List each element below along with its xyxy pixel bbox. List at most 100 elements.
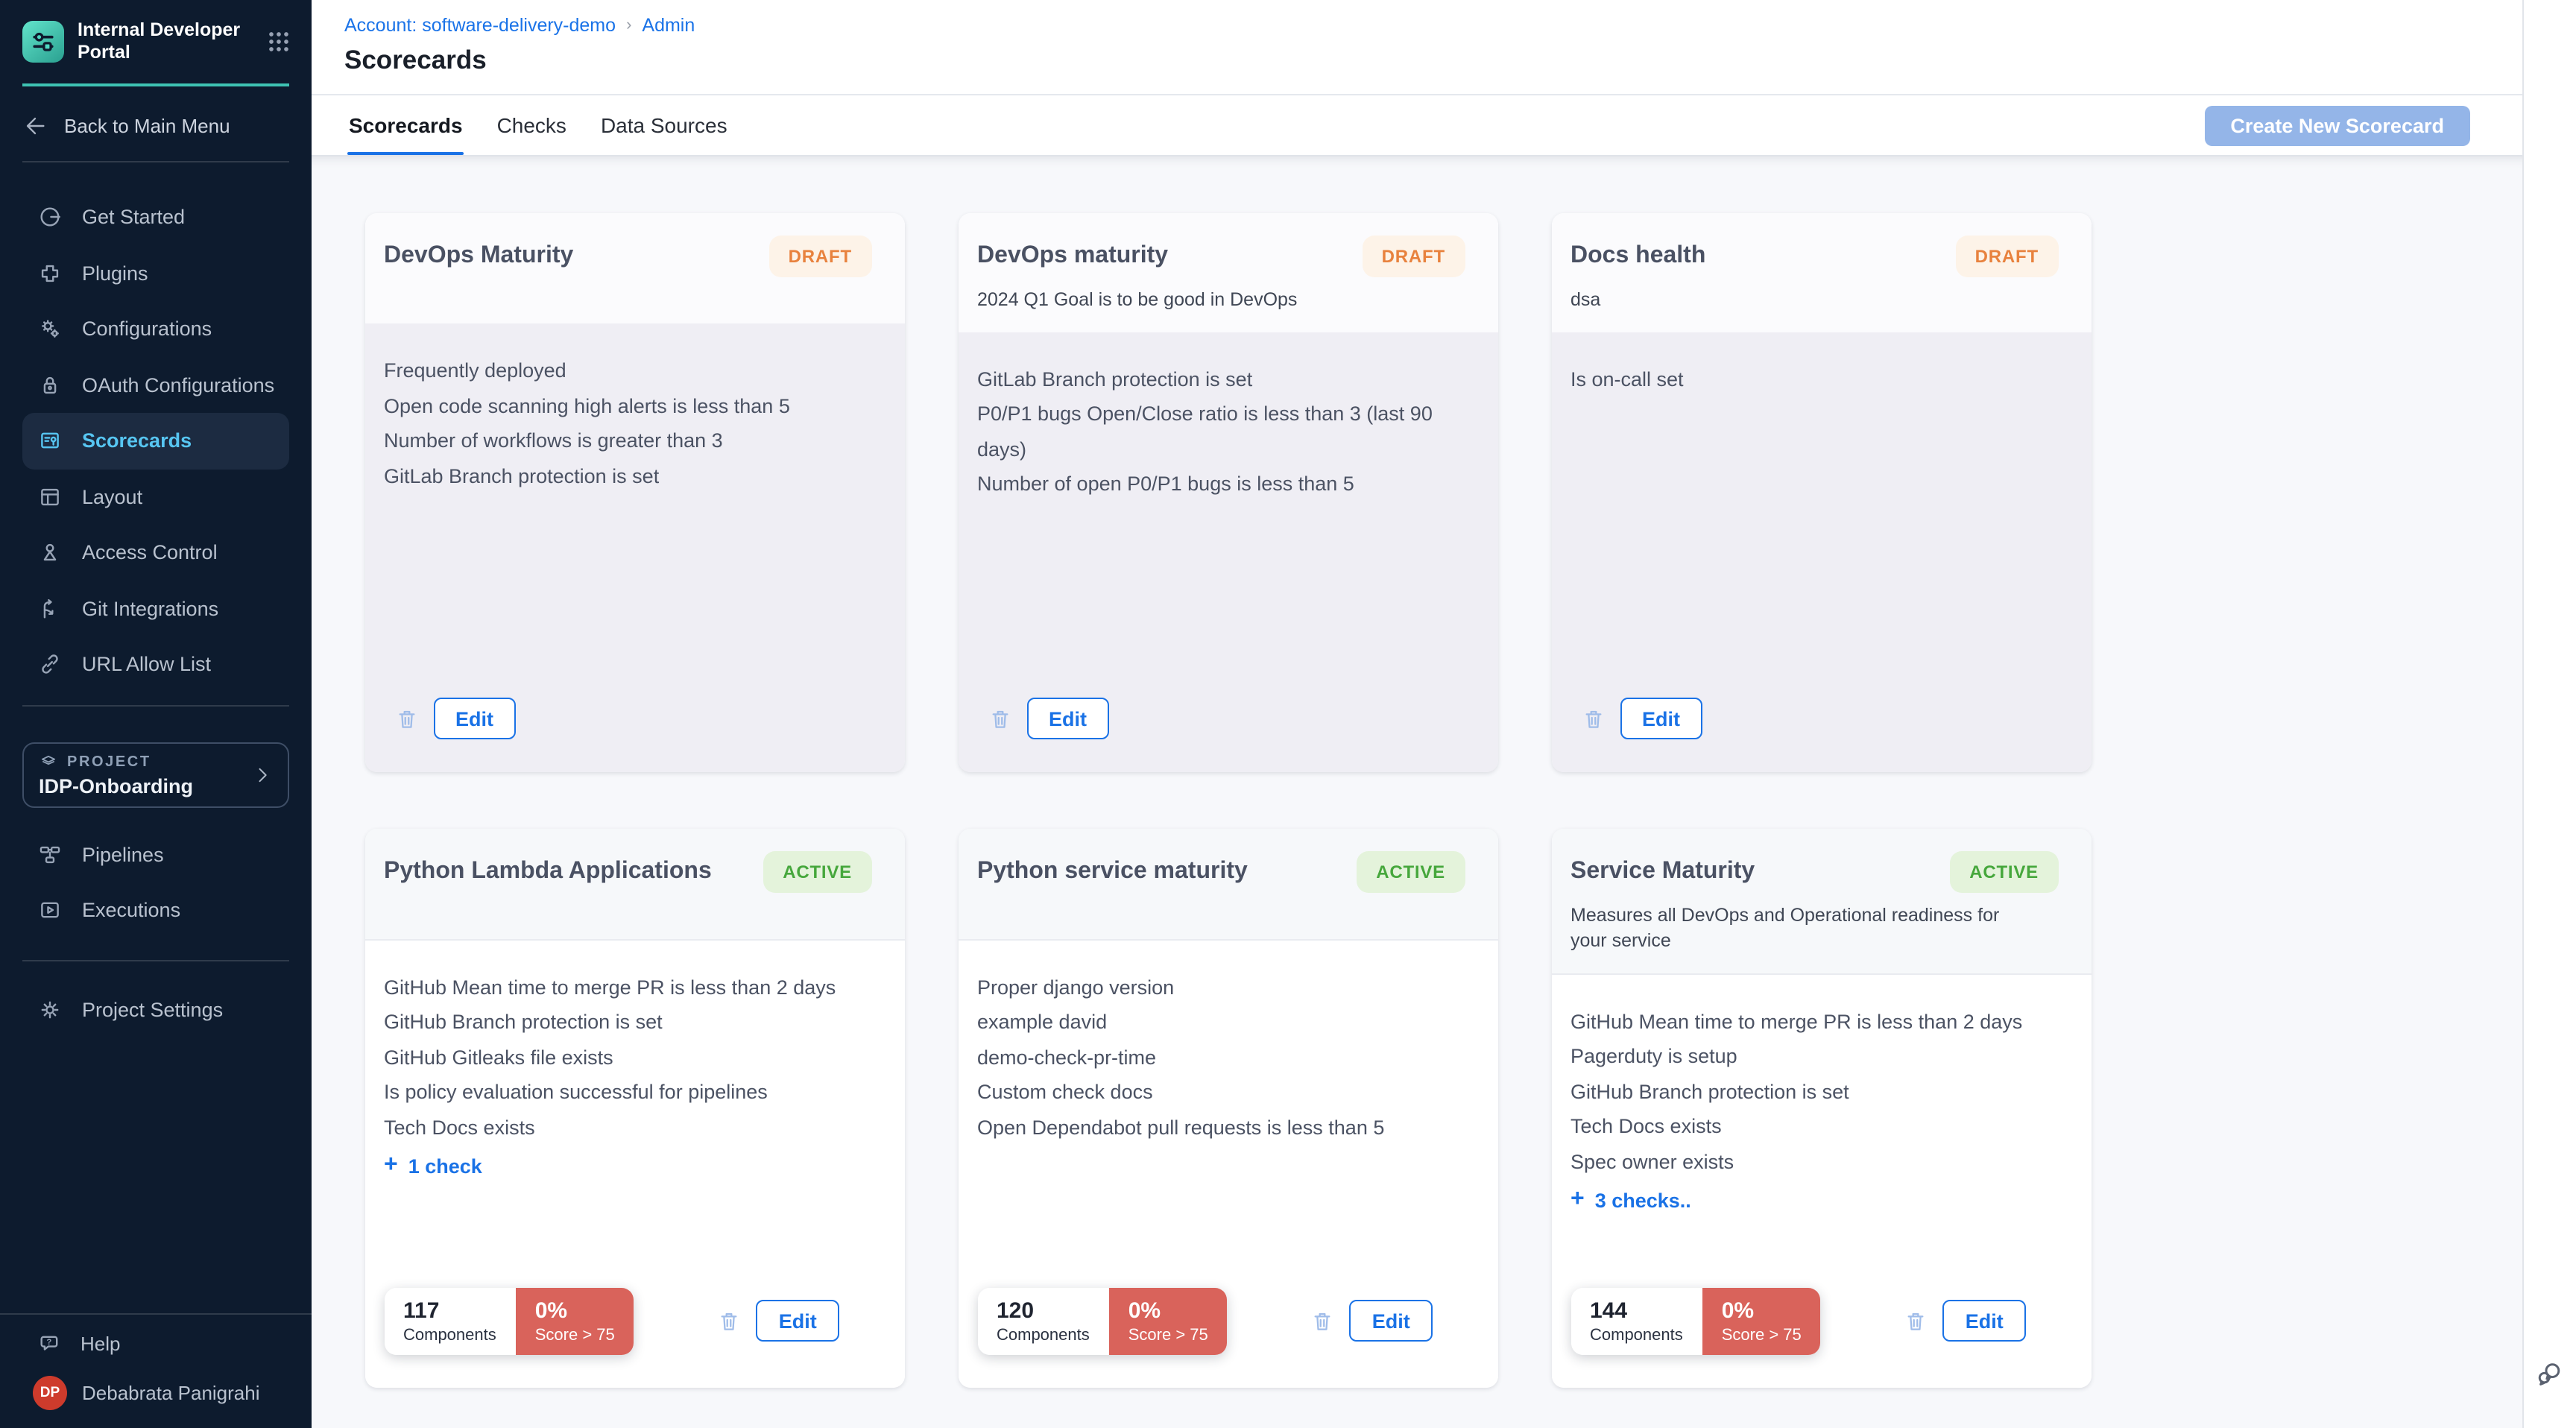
person-icon [37, 540, 63, 566]
breadcrumb-admin-link[interactable]: Admin [642, 15, 695, 36]
apps-grid-icon[interactable] [264, 27, 294, 57]
help-label: Help [80, 1333, 121, 1355]
breadcrumb: Account: software-delivery-demo › Admin [344, 15, 2522, 36]
tab-scorecards[interactable]: Scorecards [347, 95, 465, 155]
sidebar-item-oauth-configurations[interactable]: OAuth Configurations [0, 357, 312, 413]
check-item: Tech Docs exists [384, 1116, 535, 1138]
edit-scorecard-button[interactable]: Edit [1349, 1300, 1433, 1342]
check-item: Frequently deployed [384, 359, 566, 382]
plugins-icon [37, 261, 63, 286]
project-eyebrow: PROJECT [67, 754, 151, 770]
sidebar-item-executions[interactable]: Executions [0, 882, 312, 938]
user-menu[interactable]: DP Debabrata Panigrahi [0, 1365, 312, 1416]
sidebar-item-configurations[interactable]: Configurations [0, 301, 312, 357]
check-item: GitHub Mean time to merge PR is less tha… [384, 976, 836, 998]
page-header: Account: software-delivery-demo › Admin … [312, 0, 2522, 95]
layout-icon [37, 484, 63, 510]
sidebar-item-access-control[interactable]: Access Control [0, 525, 312, 581]
sidebar-divider [22, 704, 289, 706]
sidebar-item-scorecards[interactable]: Scorecards [22, 413, 289, 469]
edit-scorecard-button[interactable]: Edit [1026, 698, 1109, 739]
status-badge: DRAFT [1955, 236, 2058, 277]
avatar: DP [33, 1376, 67, 1410]
check-item: GitLab Branch protection is set [977, 367, 1253, 390]
sidebar-footer: ? Help DP Debabrata Panigrahi [0, 1313, 312, 1428]
create-new-scorecard-button[interactable]: Create New Scorecard [2205, 105, 2469, 145]
scorecard-title: Docs health [1570, 243, 1706, 268]
score-stats: 117 Components 0% Score > 75 [384, 1287, 634, 1354]
checks-list: GitLab Branch protection is set P0/P1 bu… [977, 361, 1465, 502]
brand-divider [22, 83, 289, 86]
scorecard-card-devops-maturity: DevOps Maturity DRAFT Frequently deploye… [365, 213, 904, 772]
chevron-right-icon: › [626, 16, 632, 34]
more-checks-link[interactable]: + 3 checks.. [1570, 1187, 1691, 1212]
edit-scorecard-button[interactable]: Edit [1942, 1300, 2026, 1342]
check-item: Proper django version [977, 976, 1175, 998]
check-item: Is on-call set [1570, 367, 1684, 390]
check-item: Custom check docs [977, 1081, 1153, 1103]
check-item: Open Dependabot pull requests is less th… [977, 1116, 1385, 1138]
check-item: Open code scanning high alerts is less t… [384, 394, 790, 417]
git-branch-icon [37, 596, 63, 622]
breadcrumb-account-link[interactable]: Account: software-delivery-demo [344, 15, 616, 36]
check-item: Pagerduty is setup [1570, 1045, 1737, 1067]
scorecard-card-devops-maturity-2: DevOps maturity DRAFT 2024 Q1 Goal is to… [959, 213, 1497, 772]
scorecard-card-python-lambda-applications: Python Lambda Applications ACTIVE GitHub… [365, 828, 904, 1387]
tab-bar: Scorecards Checks Data Sources Create Ne… [312, 95, 2522, 157]
tab-data-sources[interactable]: Data Sources [600, 113, 727, 137]
page-title: Scorecards [344, 45, 487, 75]
sidebar-item-git-integrations[interactable]: Git Integrations [0, 581, 312, 636]
layers-icon [39, 752, 58, 771]
help-button[interactable]: ? Help [0, 1315, 312, 1365]
gear-icon [37, 997, 63, 1023]
status-badge: DRAFT [768, 236, 871, 277]
delete-scorecard-button[interactable] [394, 704, 418, 733]
check-item: Spec owner exists [1570, 1150, 1734, 1172]
edit-scorecard-button[interactable]: Edit [433, 698, 516, 739]
sidebar-item-get-started[interactable]: Get Started [0, 189, 312, 245]
delete-scorecard-button[interactable] [1904, 1307, 1928, 1335]
components-count: 120 [997, 1298, 1035, 1323]
scorecard-card-service-maturity: Service Maturity ACTIVE Measures all Dev… [1552, 828, 2091, 1387]
status-badge: ACTIVE [1950, 850, 2058, 892]
components-count: 144 [1590, 1298, 1628, 1323]
check-item: GitHub Mean time to merge PR is less tha… [1570, 1010, 2023, 1032]
check-item: Is policy evaluation successful for pipe… [384, 1081, 768, 1103]
support-chat-icon[interactable] [2534, 1358, 2566, 1389]
delete-scorecard-button[interactable] [988, 704, 1011, 733]
lock-icon [37, 373, 63, 398]
score-percent: 0% [1721, 1298, 1755, 1323]
sidebar-item-pipelines[interactable]: Pipelines [0, 827, 312, 882]
scorecard-title: Python service maturity [977, 858, 1248, 883]
sidebar-item-project-settings[interactable]: Project Settings [0, 982, 312, 1037]
score-label: Score > 75 [1128, 1326, 1208, 1344]
components-label: Components [403, 1326, 496, 1344]
sidebar-item-layout[interactable]: Layout [0, 469, 312, 525]
scorecard-title: DevOps Maturity [384, 243, 574, 268]
scorecards-content: DevOps Maturity DRAFT Frequently deploye… [312, 157, 2522, 1428]
chevron-right-icon [252, 764, 273, 785]
plus-icon: + [384, 1152, 398, 1178]
score-stats: 144 Components 0% Score > 75 [1570, 1287, 1821, 1354]
edit-scorecard-button[interactable]: Edit [1620, 698, 1702, 739]
project-selector[interactable]: PROJECT IDP-Onboarding [22, 742, 289, 807]
brand-title: Internal Developer Portal [78, 19, 241, 63]
check-item: P0/P1 bugs Open/Close ratio is less than… [977, 402, 1433, 460]
check-item: GitHub Branch protection is set [384, 1011, 663, 1033]
checks-list: GitHub Mean time to merge PR is less tha… [1570, 1004, 2058, 1179]
scorecard-card-python-service-maturity: Python service maturity ACTIVE Proper dj… [959, 828, 1497, 1387]
sidebar-item-url-allow-list[interactable]: URL Allow List [0, 636, 312, 692]
edit-scorecard-button[interactable]: Edit [756, 1300, 839, 1342]
delete-scorecard-button[interactable] [718, 1307, 742, 1335]
check-item: GitHub Branch protection is set [1570, 1080, 1849, 1102]
delete-scorecard-button[interactable] [1581, 704, 1605, 733]
tab-checks[interactable]: Checks [496, 113, 566, 137]
sidebar-item-plugins[interactable]: Plugins [0, 245, 312, 301]
sidebar-divider [22, 161, 289, 162]
back-to-main-menu[interactable]: Back to Main Menu [22, 101, 289, 149]
check-item: GitHub Gitleaks file exists [384, 1046, 613, 1068]
status-badge: ACTIVE [763, 850, 871, 892]
more-checks-link[interactable]: + 1 check [384, 1152, 482, 1178]
delete-scorecard-button[interactable] [1311, 1307, 1335, 1335]
